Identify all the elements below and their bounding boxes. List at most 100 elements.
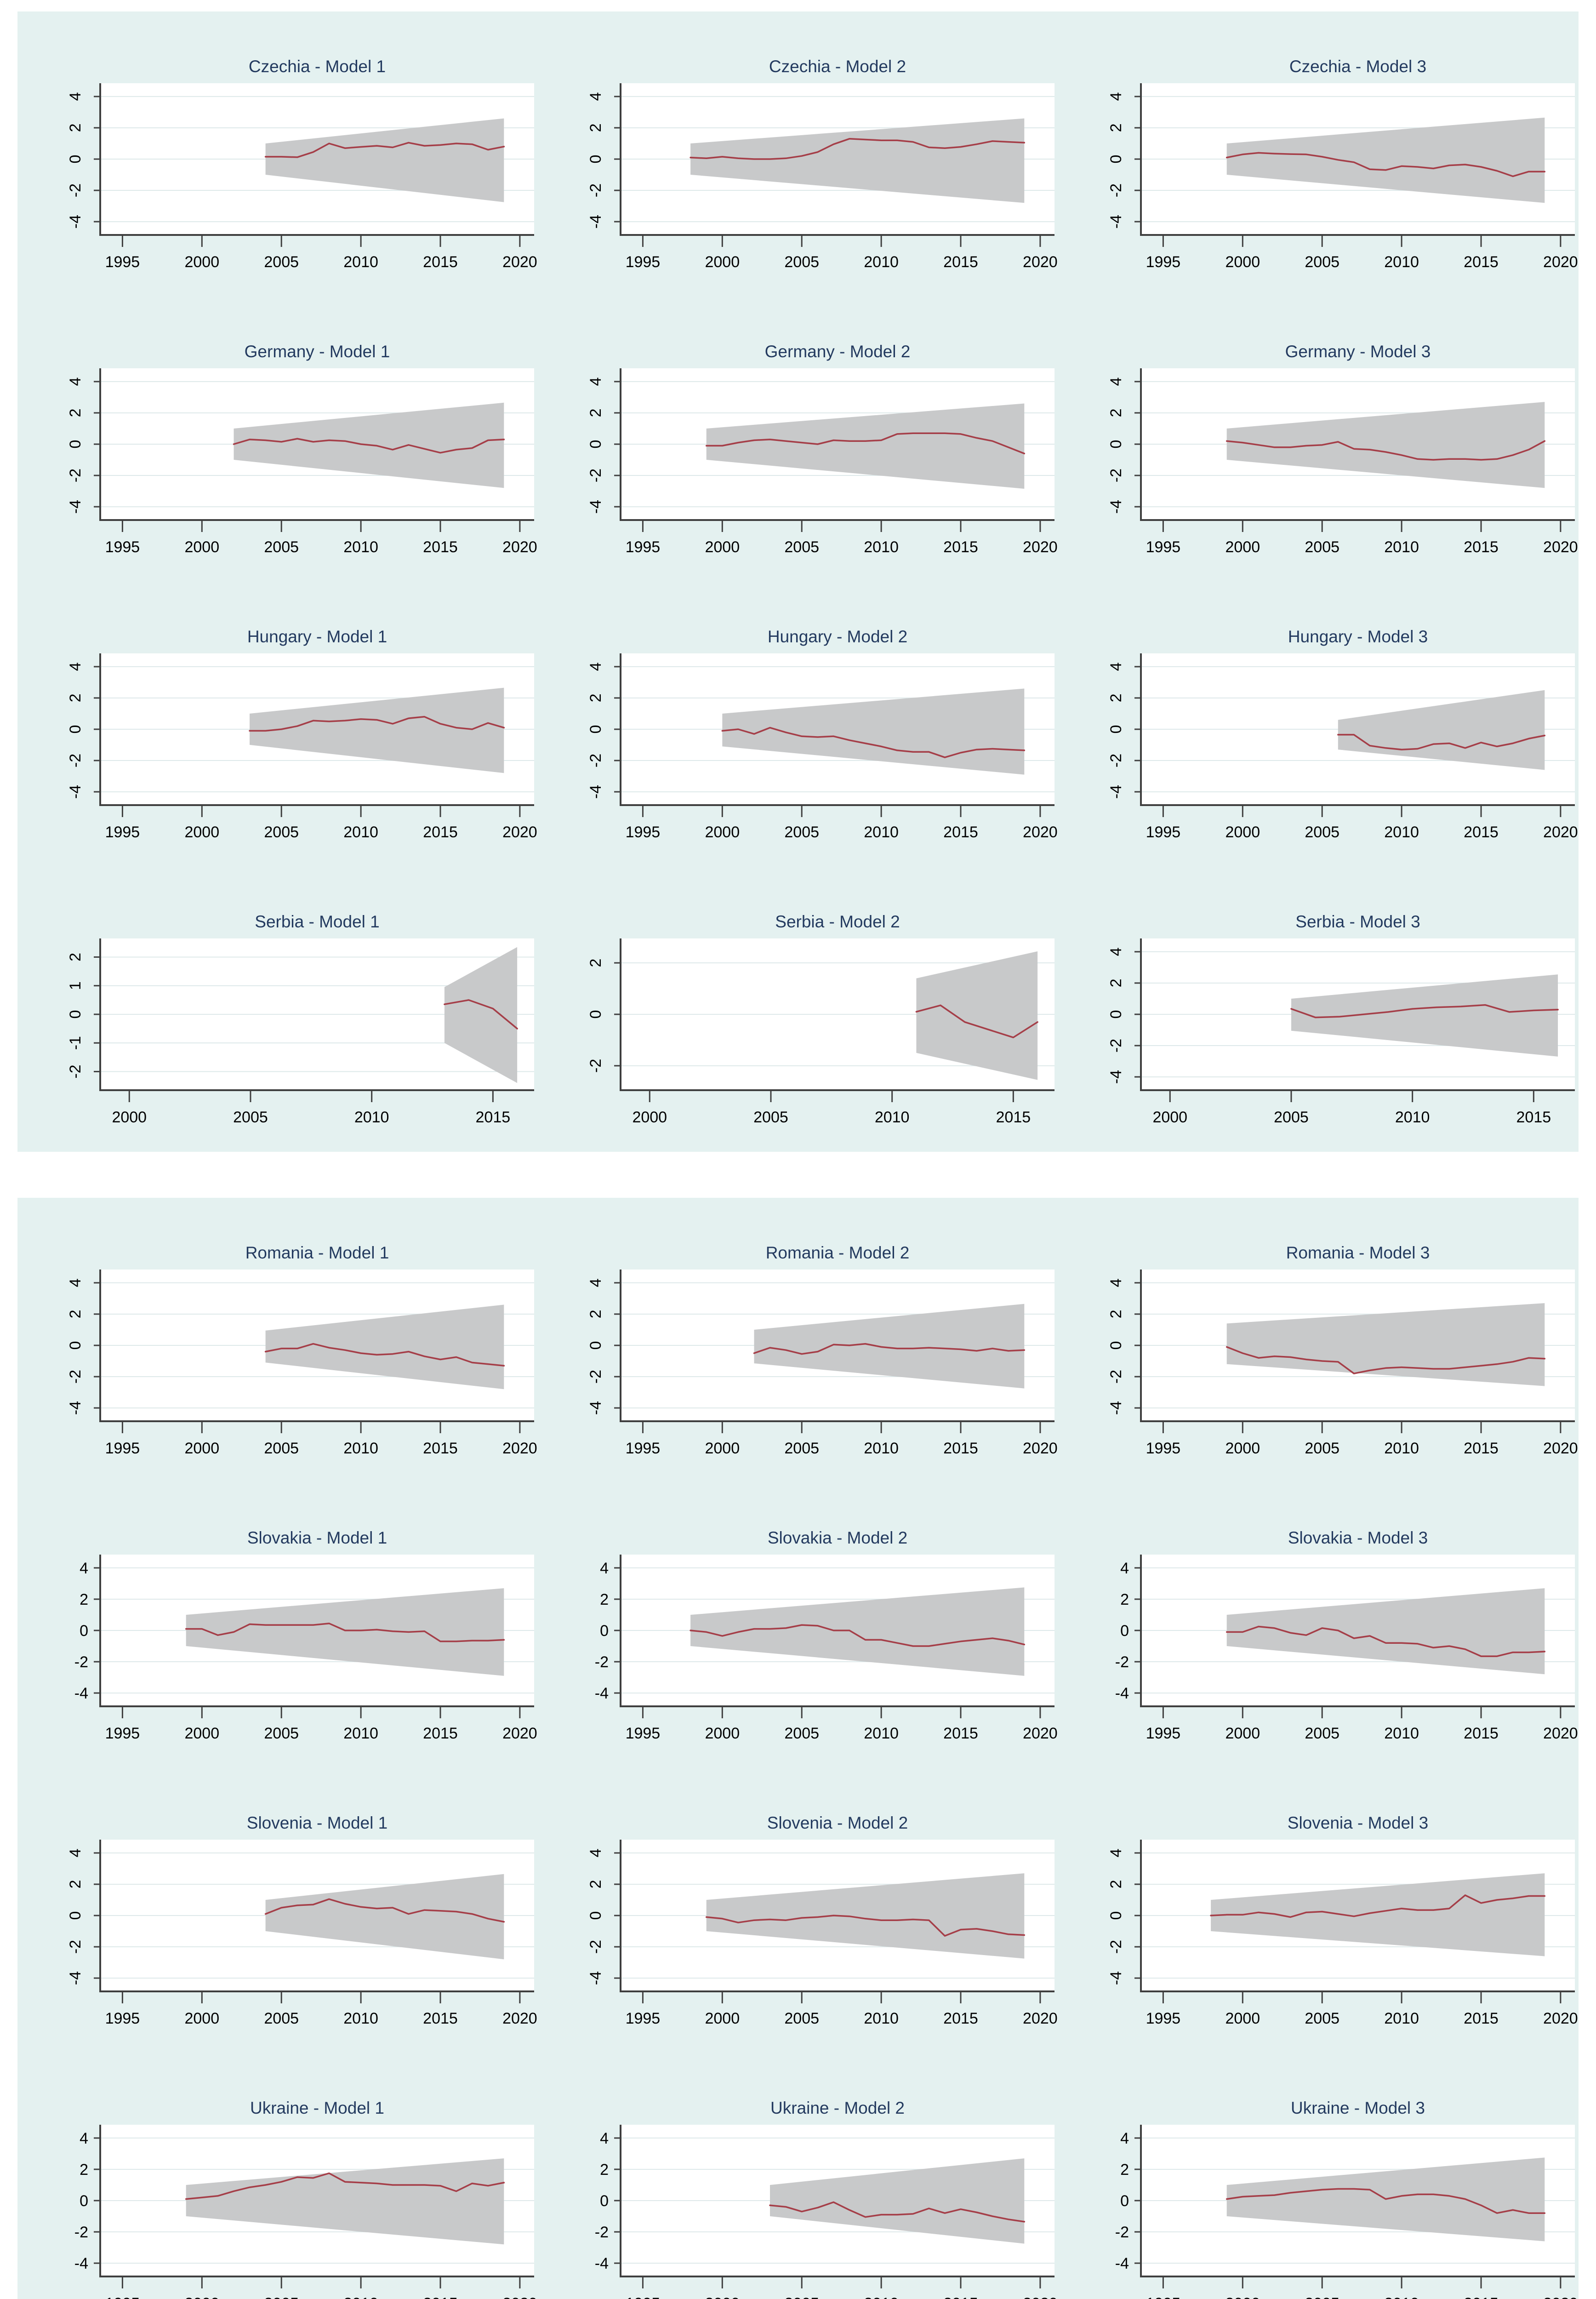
y-tick-labels: 4 2 0 -2 -4 [1107,377,1141,514]
confidence-band [1338,690,1545,770]
y-tick-labels: 4 2 0 -2 -4 [1107,1278,1141,1415]
chart-svg: 4 2 0 -2 -4 1995 2000 2005 2010 2015 2020 [587,83,1058,271]
y-tick-labels: 4 2 0 -2 -4 [587,92,621,229]
svg-text:2010: 2010 [1384,253,1419,271]
svg-text:-1: -1 [67,1036,84,1050]
y-tick-labels: 4 2 0 -2 -4 [1115,1560,1141,1702]
svg-text:2010: 2010 [343,824,378,841]
x-tick-labels: 1995 2000 2005 2010 2015 2020 [105,805,537,841]
svg-text:2015: 2015 [1464,253,1499,271]
chart-title: Hungary - Model 1 [247,627,388,646]
svg-text:-4: -4 [67,215,84,229]
svg-text:2000: 2000 [632,1109,667,1126]
svg-text:2000: 2000 [705,824,740,841]
y-tick-labels: 4 2 0 -2 -4 [1107,92,1141,229]
svg-text:2: 2 [1107,408,1125,417]
x-tick-labels: 2000 2005 2010 2015 [1152,1090,1551,1126]
svg-text:2010: 2010 [343,1440,378,1457]
chart-title: Czechia - Model 1 [248,57,386,76]
svg-text:0: 0 [587,1341,604,1350]
svg-text:2015: 2015 [1464,2010,1499,2027]
svg-text:-4: -4 [1107,215,1125,229]
estimate-line [1210,1894,1546,1918]
svg-text:1995: 1995 [626,253,661,271]
chart-title: Serbia - Model 2 [775,912,900,931]
svg-text:1995: 1995 [1146,2295,1181,2299]
chart-title: Slovenia - Model 2 [767,1813,908,1832]
svg-text:-2: -2 [67,469,84,482]
svg-text:0: 0 [67,1010,84,1019]
svg-text:4: 4 [80,2130,88,2147]
confidence-band [265,1304,504,1390]
chart-title: Ukraine - Model 3 [1290,2099,1425,2117]
svg-text:2005: 2005 [264,538,299,556]
svg-text:2005: 2005 [1305,1440,1340,1457]
svg-text:1995: 1995 [626,538,661,556]
chart-svg: 4 2 0 -2 -4 1995 2000 2005 2010 2015 2020 [595,1555,1058,1742]
svg-text:2000: 2000 [184,824,219,841]
svg-text:2: 2 [67,953,84,961]
y-tick-labels: 4 2 0 -2 -4 [1107,947,1141,1084]
svg-text:2005: 2005 [1305,538,1340,556]
svg-text:1995: 1995 [626,1725,661,1742]
svg-text:2: 2 [67,1880,84,1888]
svg-text:2005: 2005 [264,1440,299,1457]
svg-text:2: 2 [80,1591,88,1608]
y-tick-labels: 4 2 0 -2 -4 [67,1848,100,1985]
confidence-band [1226,1303,1545,1386]
svg-text:4: 4 [587,1278,604,1287]
chart-title: Slovenia - Model 1 [246,1813,388,1832]
svg-text:1995: 1995 [105,538,140,556]
svg-text:-2: -2 [1107,183,1125,197]
svg-text:2020: 2020 [502,824,537,841]
estimate-line [185,1622,505,1642]
chart-title: Serbia - Model 1 [255,912,380,931]
svg-text:2000: 2000 [184,2295,219,2299]
svg-text:2020: 2020 [1543,824,1578,841]
chart-grid-top: Czechia - Model 1 4 2 0 -2 -4 1995 2000 2005 2010… [17,11,1579,1152]
confidence-band [754,1304,1025,1389]
svg-text:2015: 2015 [423,1725,458,1742]
svg-text:2005: 2005 [1305,824,1340,841]
svg-text:2020: 2020 [1023,1440,1058,1457]
svg-text:2015: 2015 [1516,1109,1551,1126]
svg-text:-2: -2 [67,754,84,767]
svg-text:4: 4 [67,1848,84,1857]
svg-text:2: 2 [1120,1591,1129,1608]
y-tick-labels: 4 2 0 -2 -4 [67,92,100,229]
confidence-band [186,2158,504,2245]
svg-text:0: 0 [1107,1911,1125,1920]
estimate-line [444,999,518,1029]
svg-text:2005: 2005 [784,2295,819,2299]
svg-text:-4: -4 [595,1685,609,1702]
confidence-band [690,1587,1025,1676]
chart-svg: 4 2 0 -2 -4 1995 2000 2005 2010 2015 2020 [67,368,537,556]
svg-text:1995: 1995 [105,253,140,271]
chart-svg: 4 2 0 -2 -4 1995 2000 2005 2010 2015 2020 [67,83,537,271]
svg-text:2: 2 [67,1310,84,1318]
chart-title: Slovakia - Model 2 [767,1528,908,1547]
y-tick-labels: 4 2 0 -2 -4 [74,2130,100,2272]
svg-text:-4: -4 [587,500,604,514]
svg-text:4: 4 [587,377,604,386]
svg-text:0: 0 [587,155,604,164]
chart-panel-germany-model-1: Germany - Model 1 4 2 0 -2 -4 1995 2000 2005 2010… [17,297,538,582]
y-tick-labels: 4 2 0 -2 -4 [587,662,621,799]
svg-text:0: 0 [80,2192,88,2210]
svg-text:2015: 2015 [423,538,458,556]
x-tick-labels: 1995 2000 2005 2010 2015 2020 [105,1706,537,1742]
svg-text:2010: 2010 [354,1109,389,1126]
estimate-line [1226,1346,1546,1374]
svg-text:2005: 2005 [264,2010,299,2027]
y-tick-labels: 4 2 0 -2 -4 [67,662,100,799]
svg-text:1995: 1995 [1146,824,1181,841]
svg-text:2010: 2010 [864,1440,899,1457]
svg-text:2000: 2000 [1225,1440,1260,1457]
svg-text:2020: 2020 [502,253,537,271]
svg-text:2: 2 [1107,693,1125,702]
svg-text:4: 4 [587,92,604,101]
estimate-line [264,1343,505,1367]
x-tick-labels: 1995 2000 2005 2010 2015 2020 [1146,235,1578,271]
svg-text:-2: -2 [1115,1653,1129,1671]
svg-text:2020: 2020 [502,1725,537,1742]
